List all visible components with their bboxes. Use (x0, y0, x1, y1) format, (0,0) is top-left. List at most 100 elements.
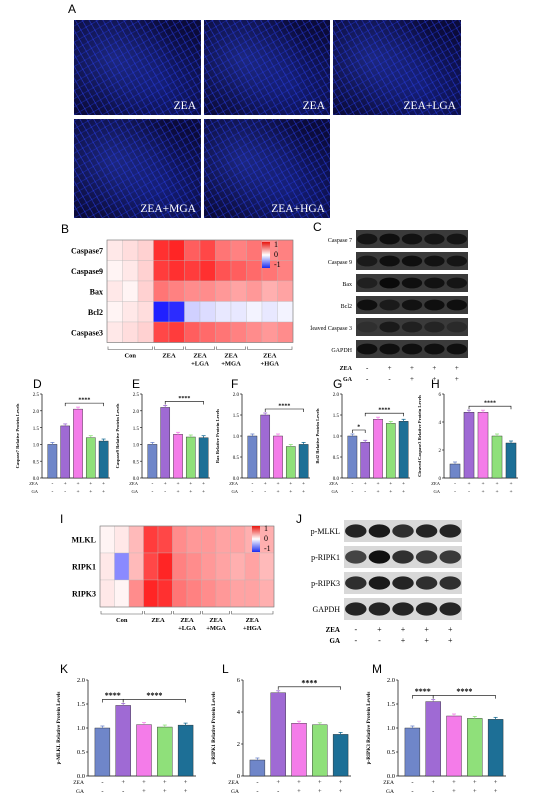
zea-sign: - (454, 481, 456, 487)
heatmap-cell (199, 280, 216, 302)
heatmap-cell (246, 280, 263, 302)
zea-sign: + (76, 481, 79, 487)
y-tick-label: 1.0 (333, 435, 340, 440)
ga-sign: + (102, 489, 105, 495)
bar (373, 419, 383, 479)
micrograph-5: ZEA+HGA (204, 119, 330, 218)
heatmap-cell (201, 525, 217, 554)
bar (477, 412, 489, 479)
panel-letter-i: I (60, 512, 64, 526)
blot-band (424, 299, 445, 311)
y-tick-label: 0.0 (133, 477, 140, 482)
bar (404, 727, 421, 777)
panel-letter-k: K (60, 662, 69, 676)
heatmap-cell (172, 525, 188, 554)
heatmap-cell (246, 239, 263, 261)
heatmap-cell (137, 260, 154, 282)
bar (291, 723, 307, 777)
heatmap-cell (230, 321, 247, 343)
blot-band (401, 277, 423, 289)
y-tick-label: 0.0 (77, 773, 85, 780)
zea-sign: + (494, 779, 498, 786)
heatmap-cell (114, 552, 130, 581)
panel-letter-l: L (222, 662, 229, 676)
zea-sign: + (318, 779, 322, 786)
y-tick-label: 2.0 (77, 677, 85, 684)
ga-label: GA (231, 789, 239, 795)
heatmap-cell (244, 579, 260, 608)
blot-band (379, 277, 400, 289)
group-label: Con (124, 353, 136, 360)
ga-label: GA (343, 377, 353, 383)
panel-letter-d: D (33, 377, 42, 391)
blot-band (424, 343, 445, 355)
ga-sign: + (339, 788, 343, 795)
y-axis-label: p-RIPK1 Relative Protein Levels (211, 692, 217, 765)
y-tick-label: 4 (237, 709, 241, 716)
zea-label: ZEA (228, 780, 239, 786)
zea-sign: + (297, 779, 301, 786)
group-label: +MGA (221, 361, 241, 368)
zea-sign: + (289, 481, 292, 487)
blot-band (401, 299, 423, 311)
group-label: +HGA (243, 625, 262, 632)
blot-band (446, 277, 467, 289)
bar (136, 724, 152, 777)
heatmap-cell (172, 552, 188, 581)
group-label: ZEA (263, 353, 277, 360)
ga-sign: - (354, 636, 357, 645)
heatmap-cell (106, 301, 123, 323)
zea-label: ZEA (383, 780, 394, 786)
significance-bracket (432, 695, 496, 699)
heatmap-cell (168, 321, 185, 343)
y-tick-label: 2.0 (133, 410, 140, 415)
zea-sign: + (481, 481, 484, 487)
y-tick-label: 0 (237, 773, 240, 780)
group-label: ZEA (180, 617, 194, 624)
heatmap-cell (137, 301, 154, 323)
y-tick-label: 1.0 (387, 725, 395, 732)
zea-sign: + (184, 779, 188, 786)
ga-sign: + (297, 788, 301, 795)
significance-label: **** (178, 396, 190, 402)
heatmap-row-label: Caspase3 (71, 328, 103, 337)
bar-chart-caspase9: 0.0 0.5 1.0 1.5 2.0 2.5 Caspase9 Relative Prot… (115, 393, 210, 495)
heatmap-cell (143, 552, 159, 581)
panel-letter-h: H (431, 377, 440, 391)
y-tick-label: 1.5 (233, 414, 240, 419)
bar (446, 715, 462, 777)
blot-band (424, 255, 445, 267)
heatmap-row-label: Caspase7 (71, 246, 103, 255)
heatmap-cell (277, 280, 294, 302)
zea-sign: + (202, 481, 205, 487)
zea-sign: + (401, 625, 406, 634)
ga-sign: + (424, 636, 429, 645)
heatmap-cell (172, 579, 188, 608)
ga-label: GA (132, 489, 139, 494)
significance-bracket (352, 429, 366, 433)
blot-band (357, 233, 378, 245)
zea-sign: + (377, 625, 382, 634)
y-tick-label: 1.0 (77, 725, 85, 732)
zea-sign: + (339, 779, 343, 786)
blot-band (345, 576, 367, 590)
heatmap-cell (153, 280, 170, 302)
heatmap-cell (215, 552, 231, 581)
significance-bracket (364, 412, 404, 417)
legend-tick-label: 0 (264, 534, 268, 543)
blot-band (415, 524, 438, 538)
y-tick-label: 1.5 (33, 427, 40, 432)
ga-sign: + (410, 375, 414, 383)
blot-band (379, 299, 400, 311)
group-bracket (202, 611, 230, 615)
significance-bracket (468, 405, 512, 410)
bar (449, 463, 461, 479)
ga-sign: + (376, 489, 379, 495)
zea-sign: + (424, 625, 429, 634)
heatmap-frame (99, 525, 275, 608)
zea-label: ZEA (229, 481, 238, 486)
heatmap-cell (184, 260, 201, 282)
blot-band (401, 233, 423, 245)
zea-sign: + (495, 481, 498, 487)
